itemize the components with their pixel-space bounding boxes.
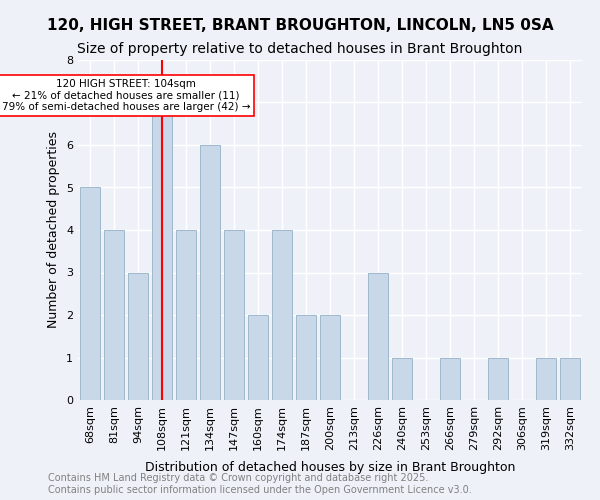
Bar: [536, 358, 556, 400]
Bar: [200, 145, 220, 400]
Text: Size of property relative to detached houses in Brant Broughton: Size of property relative to detached ho…: [77, 42, 523, 56]
Bar: [392, 358, 412, 400]
X-axis label: Distribution of detached houses by size in Brant Broughton: Distribution of detached houses by size …: [145, 461, 515, 474]
Bar: [152, 102, 172, 400]
Y-axis label: Number of detached properties: Number of detached properties: [47, 132, 61, 328]
Bar: [296, 315, 316, 400]
Bar: [488, 358, 508, 400]
Bar: [248, 315, 268, 400]
Bar: [560, 358, 580, 400]
Bar: [368, 272, 388, 400]
Bar: [128, 272, 148, 400]
Bar: [176, 230, 196, 400]
Text: 120, HIGH STREET, BRANT BROUGHTON, LINCOLN, LN5 0SA: 120, HIGH STREET, BRANT BROUGHTON, LINCO…: [47, 18, 553, 32]
Bar: [224, 230, 244, 400]
Bar: [272, 230, 292, 400]
Bar: [104, 230, 124, 400]
Text: 120 HIGH STREET: 104sqm
← 21% of detached houses are smaller (11)
79% of semi-de: 120 HIGH STREET: 104sqm ← 21% of detache…: [2, 79, 250, 112]
Bar: [80, 188, 100, 400]
Text: Contains HM Land Registry data © Crown copyright and database right 2025.
Contai: Contains HM Land Registry data © Crown c…: [48, 474, 472, 495]
Bar: [440, 358, 460, 400]
Bar: [320, 315, 340, 400]
